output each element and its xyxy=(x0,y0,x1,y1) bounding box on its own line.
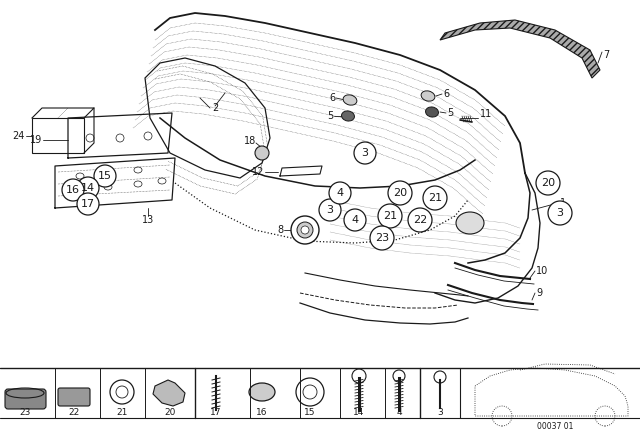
Circle shape xyxy=(378,204,402,228)
FancyBboxPatch shape xyxy=(58,388,90,406)
Text: 24: 24 xyxy=(13,131,25,141)
Circle shape xyxy=(77,177,99,199)
Text: 14: 14 xyxy=(353,408,365,417)
Text: 4: 4 xyxy=(351,215,358,225)
Text: 7: 7 xyxy=(603,50,609,60)
Text: 18: 18 xyxy=(244,136,256,146)
FancyBboxPatch shape xyxy=(5,389,46,409)
Text: 22: 22 xyxy=(413,215,427,225)
Ellipse shape xyxy=(342,111,355,121)
Text: 17: 17 xyxy=(81,199,95,209)
Polygon shape xyxy=(440,20,600,78)
Text: 22: 22 xyxy=(68,408,79,417)
Circle shape xyxy=(408,208,432,232)
Text: 3: 3 xyxy=(326,205,333,215)
Circle shape xyxy=(423,186,447,210)
Circle shape xyxy=(62,179,84,201)
Text: 16: 16 xyxy=(256,408,268,417)
Text: 20: 20 xyxy=(541,178,555,188)
Text: 20: 20 xyxy=(164,408,176,417)
Text: 5: 5 xyxy=(447,108,453,118)
Text: 00037 01: 00037 01 xyxy=(537,422,573,431)
Text: 11: 11 xyxy=(480,109,492,119)
Circle shape xyxy=(354,142,376,164)
Circle shape xyxy=(94,165,116,187)
Text: 6: 6 xyxy=(443,89,449,99)
Text: 17: 17 xyxy=(211,408,221,417)
Text: 4: 4 xyxy=(337,188,344,198)
Circle shape xyxy=(291,216,319,244)
Text: 10: 10 xyxy=(536,266,548,276)
Text: 15: 15 xyxy=(304,408,316,417)
Text: 2: 2 xyxy=(212,103,218,113)
Text: 3: 3 xyxy=(437,408,443,417)
Text: 3: 3 xyxy=(557,208,563,218)
Text: 8: 8 xyxy=(277,225,283,235)
Ellipse shape xyxy=(426,107,438,117)
Text: 4: 4 xyxy=(396,408,402,417)
Circle shape xyxy=(370,226,394,250)
Circle shape xyxy=(329,182,351,204)
Text: 3: 3 xyxy=(362,148,369,158)
Text: 21: 21 xyxy=(428,193,442,203)
Circle shape xyxy=(548,201,572,225)
Text: 6: 6 xyxy=(329,93,335,103)
Text: 15: 15 xyxy=(98,171,112,181)
Circle shape xyxy=(388,181,412,205)
Ellipse shape xyxy=(343,95,357,105)
Ellipse shape xyxy=(456,212,484,234)
Text: 5: 5 xyxy=(327,111,333,121)
Text: 1: 1 xyxy=(560,198,566,208)
Text: 23: 23 xyxy=(19,408,31,417)
Text: 19: 19 xyxy=(29,135,42,145)
Circle shape xyxy=(536,171,560,195)
Text: 21: 21 xyxy=(116,408,128,417)
Circle shape xyxy=(255,146,269,160)
Text: 20: 20 xyxy=(393,188,407,198)
Circle shape xyxy=(77,193,99,215)
Circle shape xyxy=(319,199,341,221)
Circle shape xyxy=(297,222,313,238)
Circle shape xyxy=(301,226,309,234)
Text: 23: 23 xyxy=(375,233,389,243)
Text: 16: 16 xyxy=(66,185,80,195)
Polygon shape xyxy=(153,380,185,406)
Text: 12: 12 xyxy=(252,167,264,177)
Text: 9: 9 xyxy=(536,288,542,298)
Text: 21: 21 xyxy=(383,211,397,221)
Text: 14: 14 xyxy=(81,183,95,193)
Ellipse shape xyxy=(249,383,275,401)
Circle shape xyxy=(344,209,366,231)
Ellipse shape xyxy=(421,91,435,101)
Text: 13: 13 xyxy=(142,215,154,225)
